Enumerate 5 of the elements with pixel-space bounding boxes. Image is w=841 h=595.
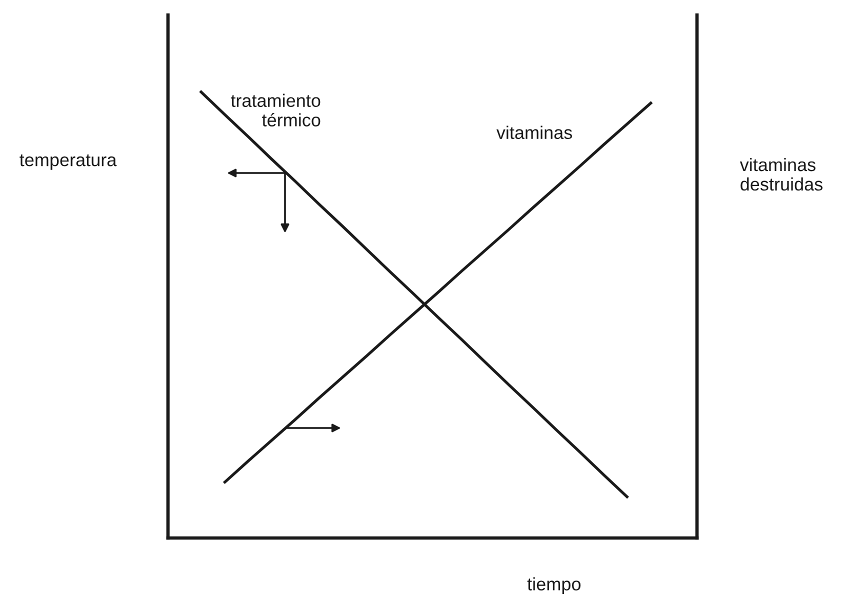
y-axis-title: temperatura (20, 154, 117, 170)
x-axis-title: tiempo (527, 577, 581, 594)
series-label: vitaminas (496, 126, 572, 140)
series-label: tratamiento térmico (230, 94, 320, 126)
y2-axis-title: vitaminas destruidas (740, 158, 822, 191)
